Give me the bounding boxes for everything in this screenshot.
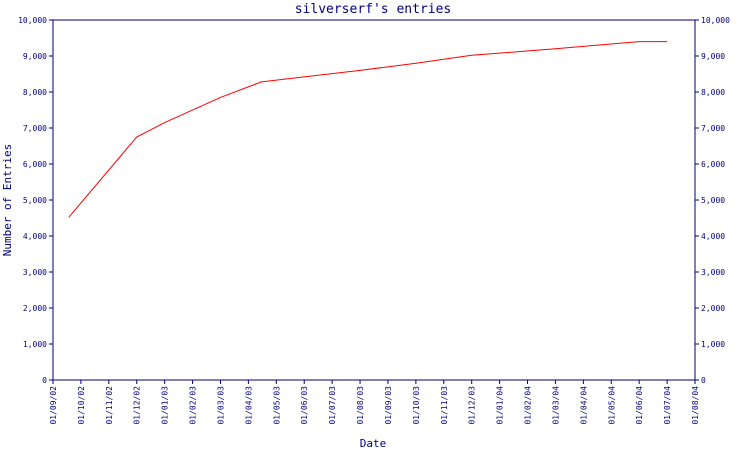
x-tick-label: 01/09/03 [384,386,393,425]
y-tick-label-right: 7,000 [701,124,725,133]
y-tick-label-left: 2,000 [23,304,47,313]
chart-title: silverserf's entries [295,2,452,17]
x-tick-label: 01/04/03 [244,386,253,425]
x-tick-label: 01/07/04 [663,386,672,425]
y-tick-label-right: 6,000 [701,160,725,169]
x-tick-label: 01/11/03 [440,386,449,425]
x-axis: 01/09/02 01/10/02 01/11/02 01/12/02 01/01/03… [49,380,700,425]
x-tick-label: 01/05/03 [272,386,281,425]
y-tick-label-left: 9,000 [23,52,47,61]
y-tick-label-right: 3,000 [701,268,725,277]
y-tick-label-left: 10,000 [18,16,47,25]
y-tick-label-left: 8,000 [23,88,47,97]
x-tick-label: 01/05/04 [607,386,616,425]
x-tick-label: 01/03/03 [216,386,225,425]
y-tick-label-right: 0 [701,376,706,385]
x-tick-label: 01/04/04 [579,386,588,425]
x-tick-label: 01/08/04 [691,386,700,425]
x-axis-label: Date [360,437,387,450]
y-tick-label-right: 1,000 [701,340,725,349]
y-tick-label-right: 4,000 [701,232,725,241]
x-tick-label: 01/11/02 [105,386,114,425]
y-tick-label-left: 0 [42,376,47,385]
y-tick-label-right: 8,000 [701,88,725,97]
x-tick-label: 01/09/02 [49,386,58,425]
x-tick-label: 01/02/03 [189,386,198,425]
x-tick-label: 01/12/03 [468,386,477,425]
y-axis-label: Number of Entries [1,144,14,257]
x-tick-label: 01/01/04 [496,386,505,425]
y-tick-label-left: 4,000 [23,232,47,241]
y-tick-label-right: 2,000 [701,304,725,313]
y-tick-label-left: 7,000 [23,124,47,133]
y-axis-left: 0 1,000 2,000 3,000 4,000 5,000 6,000 7,000 8,00… [18,16,53,385]
plot-frame [52,19,696,381]
series-line [68,41,668,218]
x-tick-label: 01/02/04 [524,386,533,425]
y-tick-label-right: 5,000 [701,196,725,205]
x-tick-label: 01/06/04 [635,386,644,425]
y-tick-label-left: 3,000 [23,268,47,277]
series-group [68,41,668,218]
y-tick-label-left: 5,000 [23,196,47,205]
x-tick-label: 01/07/03 [328,386,337,425]
x-tick-label: 01/12/02 [133,386,142,425]
x-tick-label: 01/01/03 [161,386,170,425]
y-tick-label-left: 1,000 [23,340,47,349]
x-tick-label: 01/08/03 [356,386,365,425]
y-tick-label-right: 10,000 [701,16,730,25]
y-axis-right: 0 1,000 2,000 3,000 4,000 5,000 6,000 7,000 8,00… [695,16,730,385]
x-tick-label: 01/10/02 [77,386,86,425]
x-tick-label: 01/10/03 [412,386,421,425]
x-tick-label: 01/06/03 [300,386,309,425]
y-tick-label-left: 6,000 [23,160,47,169]
x-tick-label: 01/03/04 [551,386,560,425]
y-tick-label-right: 9,000 [701,52,725,61]
